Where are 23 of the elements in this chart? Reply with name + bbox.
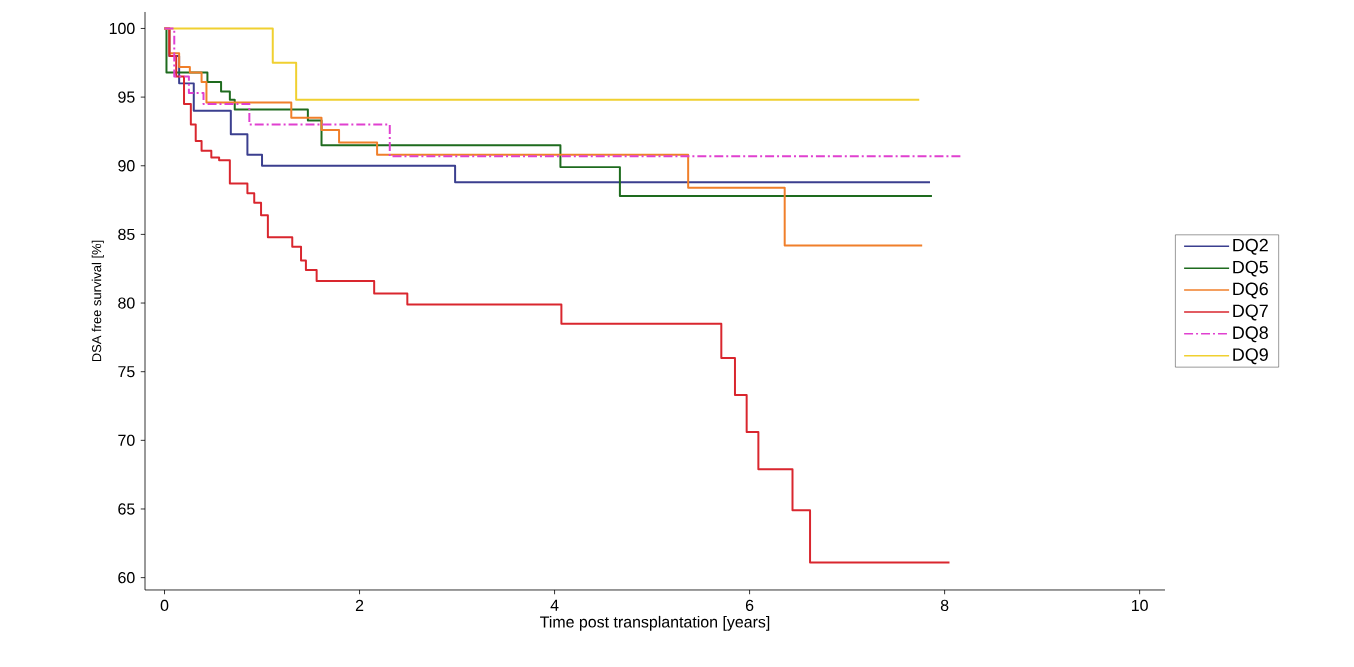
x-tick-label: 2: [355, 599, 364, 611]
y-tick-label: 65: [118, 503, 135, 515]
legend-label: DQ6: [1233, 282, 1268, 299]
x-tick-label: 8: [940, 599, 949, 612]
y-tick-label: 100: [109, 22, 135, 35]
legend-label: DQ5: [1233, 260, 1268, 277]
y-tick-label: 70: [118, 434, 135, 446]
x-tick-label: 0: [160, 599, 169, 612]
y-tick-label: 90: [118, 160, 135, 172]
y-tick-label: 80: [118, 297, 135, 309]
y-axis-title: DSA free survival [%]: [91, 240, 104, 362]
y-tick-label: 95: [118, 91, 135, 103]
y-tick-label: 60: [118, 571, 135, 584]
legend-label: DQ2: [1233, 238, 1268, 255]
legend-label: DQ9: [1233, 348, 1268, 365]
x-tick-label: 4: [550, 599, 559, 611]
x-tick-label: 6: [745, 599, 754, 612]
legend-label: DQ7: [1233, 304, 1268, 321]
y-tick-label: 85: [118, 228, 135, 241]
legend-label: DQ8: [1233, 326, 1268, 343]
y-tick-label: 75: [118, 366, 135, 378]
x-axis-title: Time post transplantation [years]: [540, 615, 770, 631]
x-tick-label: 10: [1131, 599, 1148, 612]
